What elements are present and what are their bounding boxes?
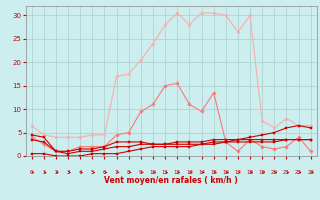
X-axis label: Vent moyen/en rafales ( km/h ): Vent moyen/en rafales ( km/h ) [104,176,238,185]
